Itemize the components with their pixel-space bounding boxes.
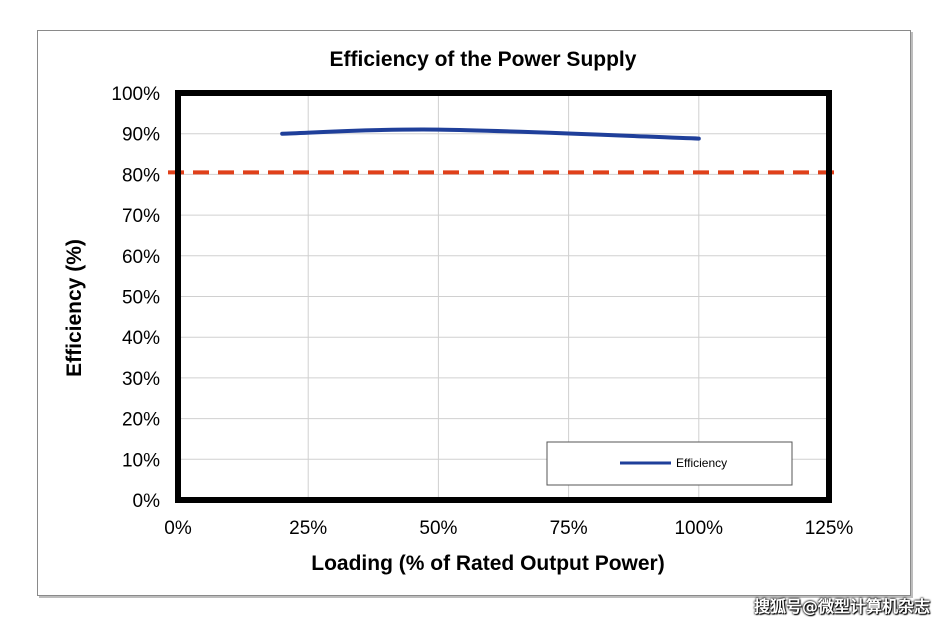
x-tick-label: 50% — [419, 518, 457, 539]
x-tick-label: 25% — [289, 518, 327, 539]
x-axis-label: Loading (% of Rated Output Power) — [311, 552, 664, 575]
series-line-efficiency — [280, 127, 701, 141]
y-tick-labels: 0% 10% 20% 30% 40% 50% 60% 70% 80% 90% 100% — [111, 84, 160, 512]
x-tick-label: 75% — [550, 518, 588, 539]
x-tick-label: 0% — [164, 518, 192, 539]
series-layer — [280, 127, 701, 141]
grid-lines — [177, 92, 830, 501]
y-axis-label: Efficiency (%) — [63, 239, 86, 377]
x-tick-label: 125% — [805, 518, 854, 539]
chart-title: Efficiency of the Power Supply — [330, 48, 637, 71]
y-tick-label: 70% — [122, 206, 160, 227]
x-tick-label: 100% — [674, 518, 723, 539]
y-tick-label: 30% — [122, 369, 160, 390]
legend: Efficiency — [546, 441, 793, 486]
y-tick-label: 60% — [122, 247, 160, 268]
watermark: 搜狐号@微型计算机杂志 — [753, 597, 930, 616]
y-tick-label: 100% — [111, 84, 160, 105]
y-tick-label: 80% — [122, 165, 160, 186]
y-tick-label: 0% — [133, 491, 161, 512]
legend-label-efficiency: Efficiency — [676, 456, 727, 470]
plot-area-border — [175, 90, 832, 503]
y-tick-label: 50% — [122, 288, 160, 309]
y-tick-label: 40% — [122, 328, 160, 349]
x-tick-labels: 0% 25% 50% 75% 100% 125% — [164, 518, 853, 539]
y-tick-label: 10% — [122, 450, 160, 471]
y-tick-label: 90% — [122, 125, 160, 146]
y-tick-label: 20% — [122, 410, 160, 431]
